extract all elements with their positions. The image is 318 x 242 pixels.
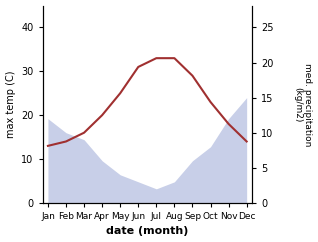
X-axis label: date (month): date (month) xyxy=(106,227,189,236)
Y-axis label: max temp (C): max temp (C) xyxy=(5,70,16,138)
Y-axis label: med. precipitation
(kg/m2): med. precipitation (kg/m2) xyxy=(293,62,313,146)
